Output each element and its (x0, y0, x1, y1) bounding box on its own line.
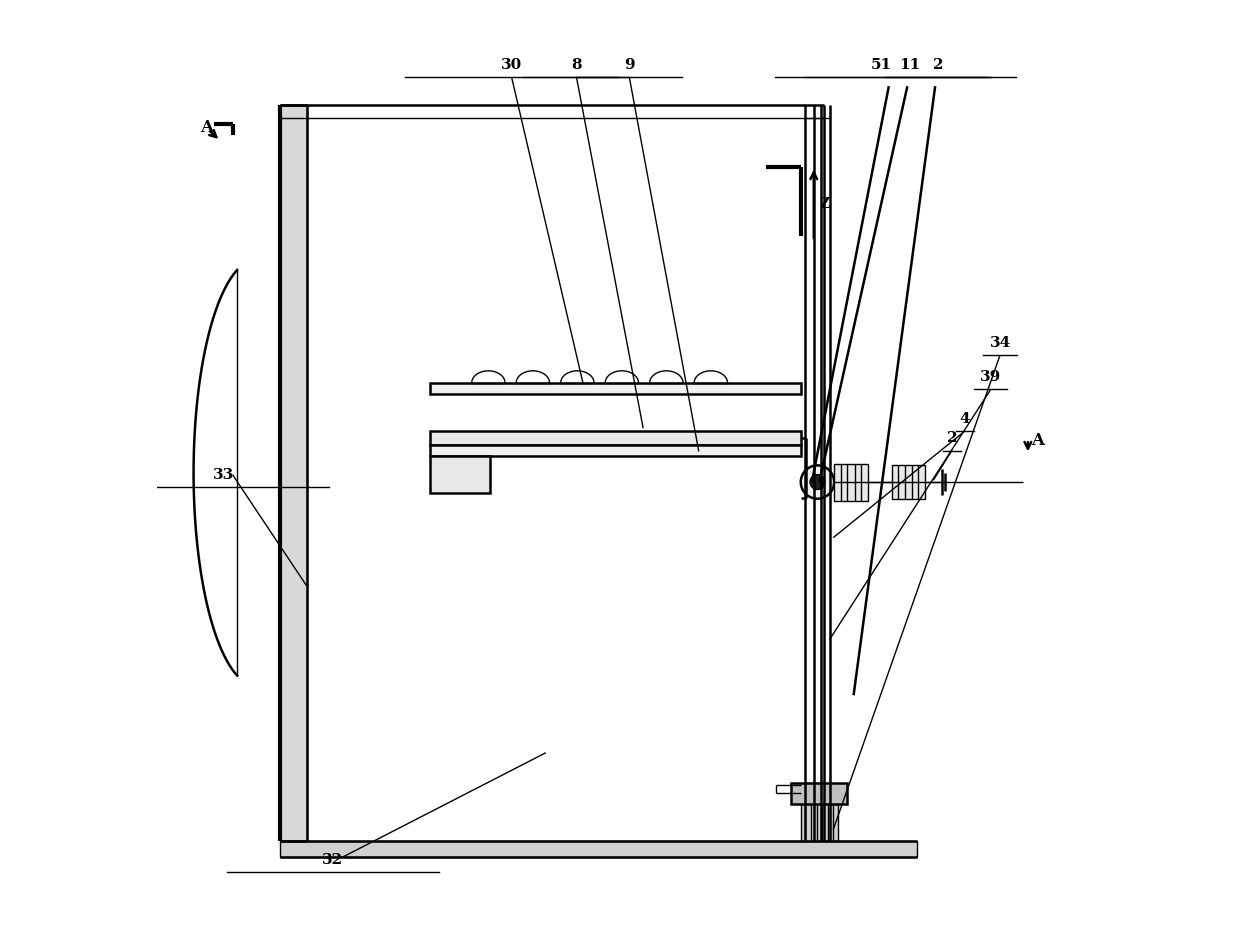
Text: 4: 4 (960, 412, 970, 426)
Text: Z: Z (820, 197, 830, 211)
Bar (430, 445, 801, 456)
Bar (801, 804, 838, 841)
Text: 33: 33 (212, 467, 234, 482)
Text: A: A (200, 120, 213, 136)
Bar (430, 456, 490, 493)
Circle shape (810, 475, 825, 489)
Text: 2: 2 (932, 57, 944, 72)
Bar (430, 431, 801, 445)
Text: 11: 11 (899, 57, 921, 72)
Text: 51: 51 (870, 57, 892, 72)
Bar (892, 465, 925, 499)
Text: 9: 9 (624, 57, 635, 72)
Text: A: A (1032, 432, 1044, 449)
Bar (791, 783, 847, 804)
Text: 32: 32 (322, 853, 343, 868)
Bar (280, 105, 306, 841)
Text: 34: 34 (990, 336, 1011, 350)
Circle shape (801, 465, 835, 499)
Text: 30: 30 (501, 57, 522, 72)
Bar (280, 841, 916, 857)
Bar (835, 464, 868, 501)
Text: 8: 8 (572, 57, 582, 72)
Text: 2: 2 (946, 431, 957, 446)
Bar (430, 383, 801, 394)
Text: 39: 39 (980, 370, 1002, 385)
